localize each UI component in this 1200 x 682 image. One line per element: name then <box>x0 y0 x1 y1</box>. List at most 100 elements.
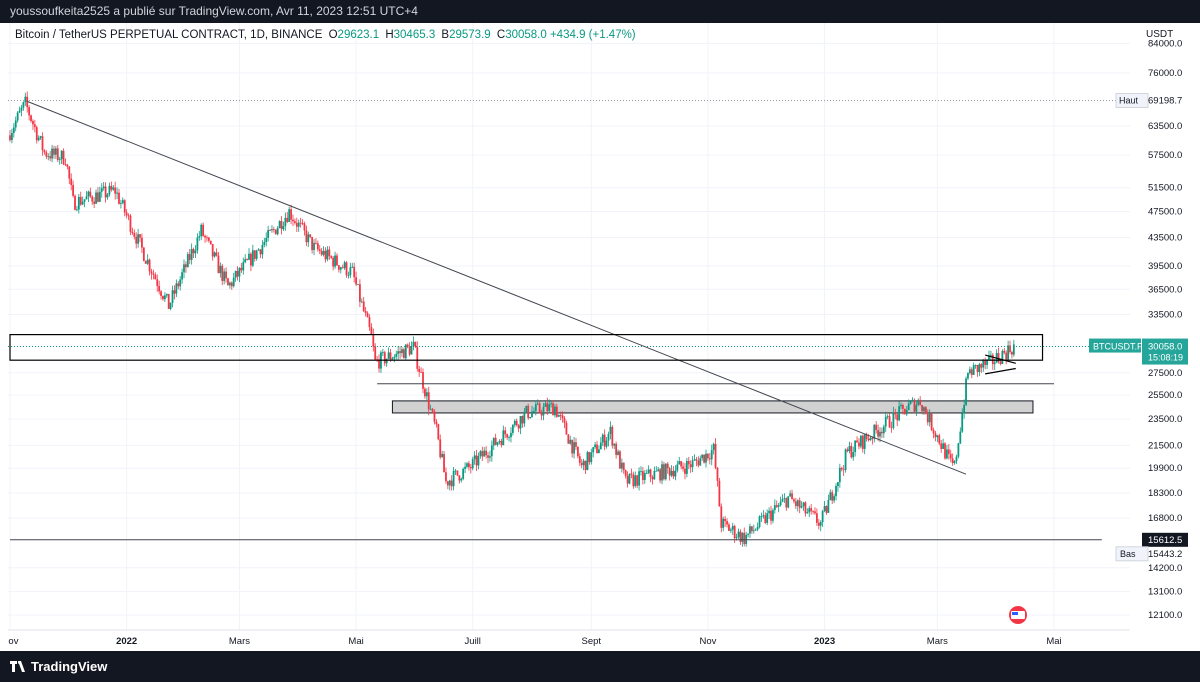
support-zone-rectangle <box>391 400 1034 414</box>
candle-body <box>77 196 80 210</box>
candle-body <box>196 237 199 251</box>
candle-body <box>487 455 489 458</box>
candle-body <box>752 530 755 532</box>
candle-body <box>311 236 314 251</box>
candle-body <box>108 185 111 195</box>
candle-body <box>362 301 365 312</box>
tradingview-logo[interactable]: TradingView <box>10 659 107 674</box>
candle-body <box>427 392 430 410</box>
y-tick-label: 13100.0 <box>1148 587 1182 598</box>
candle-body <box>399 351 401 354</box>
candle-body <box>576 446 579 457</box>
candle-body <box>18 110 21 113</box>
candle-body <box>986 359 988 365</box>
y-tick-label: 18300.0 <box>1148 488 1182 499</box>
candle-body <box>207 237 210 241</box>
tradingview-logo-icon <box>10 661 26 672</box>
candle-body <box>276 228 279 235</box>
candle-body <box>374 346 377 360</box>
candle-body <box>867 438 870 441</box>
candle-body <box>163 295 166 300</box>
candle-body <box>489 456 491 458</box>
candle-body <box>710 450 713 460</box>
candle-body <box>638 471 640 486</box>
candle-body <box>412 341 415 346</box>
candle-body <box>359 284 361 302</box>
price-chart[interactable]: 84000.0 76000.0 63500.0 57500.0 51500.0 47500… <box>8 23 1192 651</box>
x-tick-label: Nov <box>8 636 19 647</box>
candle-body <box>934 433 937 438</box>
candle-body <box>965 378 967 406</box>
candle-body <box>540 411 543 416</box>
candle-body <box>909 401 912 404</box>
candle-body <box>955 456 958 462</box>
candle-body <box>668 468 671 476</box>
candle-body <box>930 413 933 430</box>
candle-countdown-label: 15:08:19 <box>1148 353 1183 363</box>
candle-body <box>127 215 130 217</box>
candle-body <box>414 341 417 347</box>
candle-body <box>45 152 48 157</box>
candle-body <box>141 237 143 248</box>
candle-body <box>381 352 384 353</box>
candle-body <box>863 434 866 449</box>
candle-body <box>76 209 78 211</box>
triangle-upper-line <box>985 354 1016 364</box>
candle-body <box>959 431 962 444</box>
x-tick-label: Mai <box>1046 636 1061 647</box>
candle-body <box>819 521 822 526</box>
footer-bar: TradingView <box>0 651 1200 682</box>
candle-body <box>978 364 981 373</box>
candle-body <box>446 481 449 486</box>
candle-body <box>33 124 36 128</box>
candle-body <box>833 496 836 501</box>
candle-body <box>900 405 902 407</box>
candle-body <box>393 356 396 359</box>
candle-body <box>28 107 31 116</box>
candle-body <box>728 524 730 531</box>
candle-body <box>565 422 568 435</box>
candle-body <box>768 510 770 514</box>
candle-body <box>726 521 728 525</box>
candle-body <box>284 217 287 227</box>
candle-body <box>917 399 920 405</box>
candle-body <box>534 404 537 412</box>
candle-body <box>741 532 744 542</box>
candle-body <box>758 516 761 527</box>
candle-body <box>97 192 99 202</box>
candle-body <box>923 407 925 412</box>
candle-body <box>43 150 46 153</box>
candle-body <box>404 344 407 359</box>
candle-body <box>204 235 206 238</box>
candle-body <box>397 351 400 354</box>
candle-body <box>611 426 614 446</box>
candle-body <box>364 311 367 314</box>
candle-body <box>177 283 180 287</box>
publisher-text: youssoufkeita2525 a publié sur TradingVi… <box>10 4 418 18</box>
candle-body <box>991 354 994 365</box>
candle-body <box>798 500 801 508</box>
candle-body <box>942 443 944 449</box>
high-value: 30465.3 <box>393 29 436 41</box>
candle-body <box>607 434 610 441</box>
candle-body <box>825 506 828 513</box>
candle-body <box>542 406 545 416</box>
candle-body <box>655 470 658 472</box>
candle-body <box>165 293 168 296</box>
candle-body <box>993 362 996 365</box>
low-value: 29573.9 <box>449 29 491 41</box>
candle-body <box>387 352 390 359</box>
candle-body <box>192 249 195 254</box>
candle-body <box>814 511 816 514</box>
candle-body <box>110 185 113 190</box>
line-level-box <box>1142 532 1188 547</box>
candle-body <box>645 472 648 474</box>
candle-body <box>519 416 522 429</box>
candle-body <box>219 265 222 274</box>
chart-frame[interactable]: 84000.0 76000.0 63500.0 57500.0 51500.0 47500… <box>8 23 1192 651</box>
candle-body <box>729 529 732 531</box>
candle-body <box>838 467 841 483</box>
candle-body <box>1007 345 1010 360</box>
candle-body <box>299 222 302 224</box>
candle-body <box>785 498 788 508</box>
